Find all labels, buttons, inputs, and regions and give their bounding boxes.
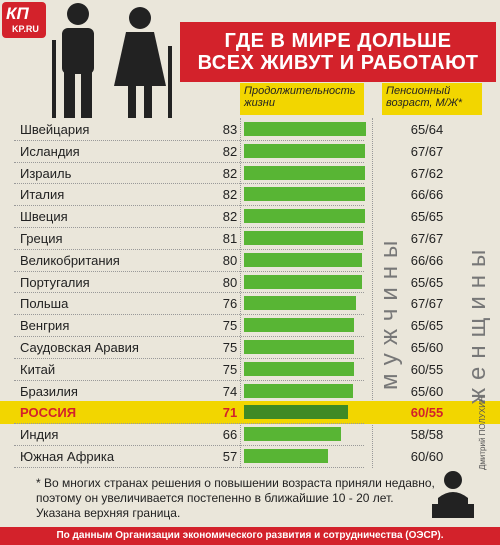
life-expectancy-bar xyxy=(244,143,365,158)
country-label: Бразилия xyxy=(20,383,78,399)
life-expectancy-value: 74 xyxy=(222,383,238,399)
country-label: Швеция xyxy=(20,209,68,225)
pension-age-value: 67/67 xyxy=(410,231,444,246)
life-expectancy-value: 80 xyxy=(222,274,238,290)
row-separator xyxy=(14,423,364,425)
life-expectancy-value: 81 xyxy=(222,231,238,246)
row-separator xyxy=(14,445,364,446)
life-expectancy-value: 75 xyxy=(222,318,238,334)
footnote-line-2: поэтому он увеличивается постепенно в бл… xyxy=(36,491,394,505)
life-expectancy-bar xyxy=(244,449,328,463)
country-label: Польша xyxy=(20,296,69,312)
footnote-line-3: Указана верхняя граница. xyxy=(36,506,181,520)
pension-age-value: 65/65 xyxy=(410,209,444,225)
elderly-couple-icon xyxy=(52,3,172,118)
source-credit: По данным Организации экономического раз… xyxy=(0,527,500,545)
life-expectancy-bar xyxy=(244,361,354,376)
country-label: РОССИЯ xyxy=(20,405,77,421)
life-expectancy-bar xyxy=(244,209,365,224)
pension-age-value: 67/62 xyxy=(410,165,444,181)
pension-age-value: 65/65 xyxy=(410,274,444,290)
life-expectancy-value: 75 xyxy=(222,340,238,355)
row-separator xyxy=(14,292,364,294)
life-expectancy-bar xyxy=(244,274,362,289)
pension-age-value: 66/66 xyxy=(410,187,444,203)
pension-age-value: 65/64 xyxy=(410,122,444,137)
life-expectancy-value: 57 xyxy=(222,449,238,464)
life-expectancy-bar xyxy=(244,231,363,245)
pension-age-value: 60/55 xyxy=(410,405,444,421)
life-expectancy-bar xyxy=(244,296,356,311)
row-separator xyxy=(14,248,364,250)
country-label: Венгрия xyxy=(20,318,70,334)
header-pension-age: Пенсионный возраст, М/Ж* xyxy=(382,83,482,115)
life-expectancy-value: 82 xyxy=(222,187,238,203)
footnote: * Во многих странах решения о повышении … xyxy=(36,476,436,521)
country-label: Саудовская Аравия xyxy=(20,340,139,355)
row-separator xyxy=(14,227,364,228)
life-expectancy-value: 82 xyxy=(222,143,238,159)
logo-text: КП xyxy=(6,4,29,23)
kp-logo: КП KP.RU xyxy=(2,2,46,38)
life-expectancy-bar xyxy=(244,405,348,420)
pension-age-value: 65/60 xyxy=(410,340,444,355)
row-separator xyxy=(14,379,364,381)
country-label: Греция xyxy=(20,231,63,246)
life-expectancy-bar xyxy=(244,187,365,202)
pension-age-value: 65/65 xyxy=(410,318,444,334)
row-separator xyxy=(14,357,364,359)
header-life-expectancy: Продолжительность жизни xyxy=(240,83,364,115)
country-label: Италия xyxy=(20,187,65,203)
logo-domain: KP.RU xyxy=(12,24,39,34)
life-expectancy-bar xyxy=(244,122,366,136)
title-line-1: ГДЕ В МИРЕ ДОЛЬШЕ xyxy=(224,30,452,52)
life-expectancy-value: 80 xyxy=(222,252,238,268)
country-label: Швейцария xyxy=(20,122,90,137)
life-expectancy-bar xyxy=(244,383,353,398)
row-separator xyxy=(14,183,364,185)
row-separator xyxy=(14,161,364,163)
life-expectancy-bar xyxy=(244,165,365,180)
pension-age-value: 66/66 xyxy=(410,252,444,268)
country-label: Китай xyxy=(20,361,56,377)
country-label: Португалия xyxy=(20,274,90,290)
pension-age-value: 60/60 xyxy=(410,449,444,464)
life-expectancy-bar xyxy=(244,318,354,333)
footnote-line-1: * Во многих странах решения о повышении … xyxy=(36,476,435,490)
row-separator xyxy=(14,270,364,272)
row-separator xyxy=(14,139,364,141)
life-expectancy-value: 66 xyxy=(222,427,238,443)
label-women: женщины xyxy=(464,241,491,404)
life-expectancy-bar xyxy=(244,340,354,354)
country-label: Индия xyxy=(20,427,59,443)
life-expectancy-value: 76 xyxy=(222,296,238,312)
life-expectancy-bar xyxy=(244,427,341,442)
title-line-2: ВСЕХ ЖИВУТ И РАБОТАЮТ xyxy=(197,52,479,74)
pension-age-value: 67/67 xyxy=(410,143,444,159)
pension-age-value: 60/55 xyxy=(410,361,444,377)
row-separator xyxy=(14,314,364,316)
label-men: мужчины xyxy=(376,232,403,390)
country-label: Великобритания xyxy=(20,252,120,268)
life-expectancy-value: 83 xyxy=(222,122,238,137)
title-box: ГДЕ В МИРЕ ДОЛЬШЕ ВСЕХ ЖИВУТ И РАБОТАЮТ xyxy=(180,22,496,82)
life-expectancy-bar xyxy=(244,252,362,267)
pension-age-value: 65/60 xyxy=(410,383,444,399)
column-divider xyxy=(372,118,373,468)
life-expectancy-value: 82 xyxy=(222,209,238,225)
row-separator xyxy=(14,336,364,337)
author-credit: Дмитрий ПОЛУХИН xyxy=(478,396,487,470)
person-at-desk-icon xyxy=(432,471,474,518)
pension-age-value: 67/67 xyxy=(410,296,444,312)
country-label: Южная Африка xyxy=(20,449,115,464)
row-separator xyxy=(14,466,364,468)
country-label: Израиль xyxy=(20,165,72,181)
life-expectancy-value: 82 xyxy=(222,165,238,181)
life-expectancy-value: 71 xyxy=(222,405,238,421)
country-label: Исландия xyxy=(20,143,80,159)
life-expectancy-value: 75 xyxy=(222,361,238,377)
row-separator xyxy=(14,205,364,207)
pension-age-value: 58/58 xyxy=(410,427,444,443)
